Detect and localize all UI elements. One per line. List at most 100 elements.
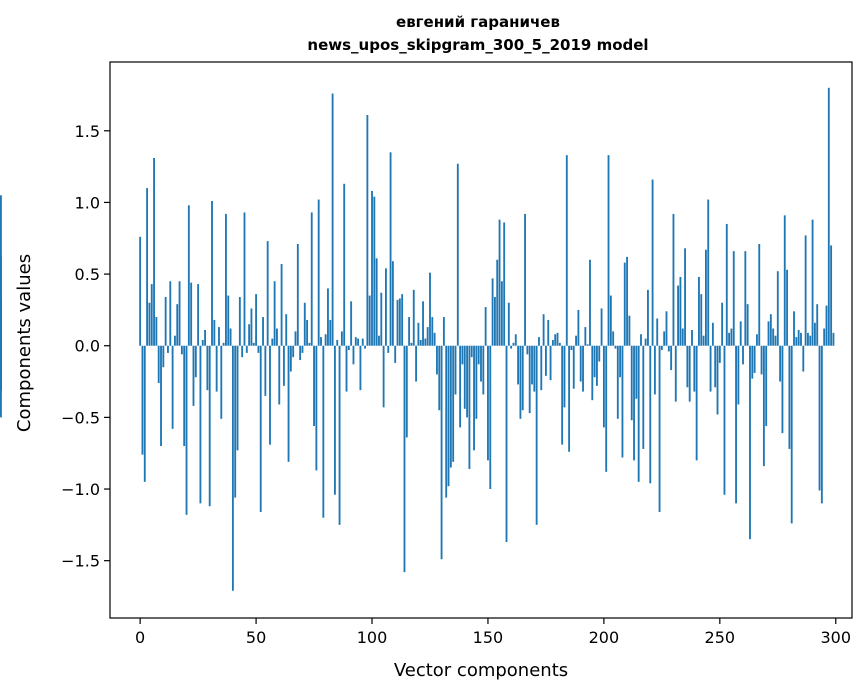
bar: [674, 345, 677, 402]
bar: [296, 243, 299, 346]
bar: [535, 345, 538, 525]
bar: [681, 328, 684, 346]
bar: [403, 345, 406, 573]
bar: [765, 345, 768, 426]
bar: [628, 315, 631, 346]
bar: [141, 345, 144, 455]
bar: [285, 314, 288, 346]
bar: [816, 304, 819, 346]
bar: [732, 251, 735, 346]
bar: [686, 345, 689, 388]
bar: [306, 319, 309, 346]
bar: [199, 345, 202, 504]
bar: [776, 271, 779, 346]
bar: [672, 213, 675, 346]
bar: [596, 345, 598, 386]
bar: [368, 295, 371, 346]
bar: [176, 304, 179, 346]
bar: [475, 345, 478, 419]
bar: [711, 322, 714, 346]
chart-title: евгений гараничев: [396, 13, 560, 31]
bar: [656, 318, 659, 346]
bar: [317, 199, 320, 346]
bar: [250, 308, 253, 346]
bar: [459, 345, 462, 428]
bar: [183, 345, 186, 447]
bar: [795, 337, 798, 346]
bar: [461, 345, 464, 365]
bar: [313, 345, 315, 426]
bar: [800, 332, 802, 346]
bar: [155, 317, 158, 346]
bar: [236, 345, 239, 451]
bar: [473, 345, 475, 451]
bar: [315, 345, 318, 471]
bar: [797, 329, 800, 346]
x-axis-ticks: 0 50 100 150 200 250 300: [135, 618, 851, 647]
bar: [642, 345, 645, 449]
y-tick-label: −1.0: [61, 480, 100, 499]
bar: [345, 345, 348, 392]
bar: [832, 332, 835, 346]
bar: [269, 345, 271, 445]
bar: [463, 345, 466, 409]
bar: [456, 163, 459, 346]
bar: [598, 345, 601, 362]
bar: [190, 282, 193, 346]
bar: [663, 331, 666, 346]
bar: [514, 334, 517, 346]
bar: [744, 251, 747, 346]
bar: [438, 345, 441, 411]
bar: [507, 302, 510, 346]
bar: [660, 345, 663, 351]
bar: [480, 345, 482, 382]
bar: [257, 345, 260, 353]
bar: [222, 342, 225, 346]
y-tick-label: −0.5: [61, 408, 100, 427]
bar: [512, 342, 515, 346]
bar: [174, 335, 176, 346]
bar: [468, 345, 471, 469]
bars-group: [0, 87, 835, 591]
bar: [241, 345, 244, 358]
bar: [623, 262, 626, 346]
bar: [651, 179, 654, 346]
x-tick-label: 0: [135, 628, 145, 647]
bar: [410, 342, 413, 346]
bar: [327, 288, 329, 346]
bar: [725, 223, 728, 346]
bar: [357, 338, 360, 346]
x-tick-label: 150: [473, 628, 504, 647]
y-tick-label: 0.0: [75, 337, 100, 356]
bar: [378, 335, 380, 346]
bar: [600, 308, 603, 346]
bar: [584, 327, 587, 346]
bar: [153, 158, 155, 346]
bar: [218, 327, 220, 346]
y-axis-label: Components values: [14, 254, 35, 432]
bar: [556, 332, 559, 346]
bar: [169, 281, 172, 346]
bar: [547, 319, 550, 346]
bar: [496, 259, 499, 346]
bar: [774, 335, 777, 346]
bar: [417, 322, 420, 346]
bar: [825, 305, 828, 346]
bar: [329, 319, 332, 346]
bar: [693, 345, 696, 392]
bar: [605, 345, 608, 472]
bar: [505, 345, 508, 543]
bar: [259, 345, 262, 512]
bar: [0, 327, 2, 346]
bar: [503, 222, 506, 346]
bar: [807, 332, 809, 346]
bar: [647, 289, 649, 346]
bar: [301, 345, 304, 353]
bar: [164, 297, 167, 346]
bar: [783, 215, 786, 346]
bar: [500, 281, 503, 346]
bar: [667, 345, 670, 352]
bar: [602, 345, 605, 428]
bar: [148, 302, 151, 346]
bar: [538, 337, 540, 346]
